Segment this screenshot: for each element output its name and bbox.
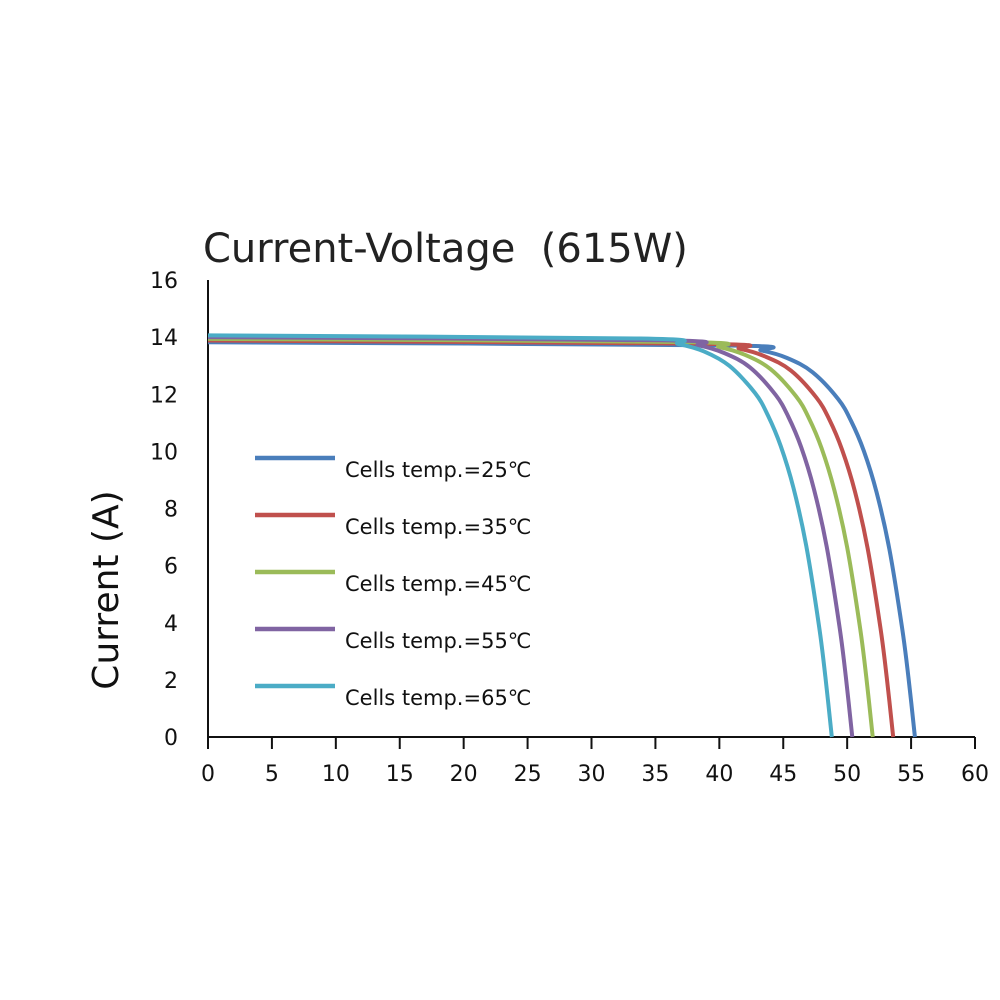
y-tick-label: 12 <box>150 383 178 408</box>
legend-label: Cells temp.=25℃ <box>345 458 531 482</box>
y-tick-label: 2 <box>164 669 178 694</box>
x-tick-label: 60 <box>961 762 989 787</box>
legend-label: Cells temp.=35℃ <box>345 515 531 539</box>
x-tick-label: 15 <box>386 762 414 787</box>
y-tick-label: 16 <box>150 269 178 294</box>
x-tick-label: 30 <box>578 762 606 787</box>
legend: Cells temp.=25℃ Cells temp.=35℃ Cells temp… <box>255 455 531 710</box>
x-tick-label: 20 <box>450 762 478 787</box>
x-tick-label: 25 <box>514 762 542 787</box>
axes: 0 5 10 15 20 25 30 35 40 45 50 55 60 0 2 4 6 8 10 12 14 16 <box>150 269 989 787</box>
x-tick-label: 35 <box>641 762 669 787</box>
series-line <box>207 340 917 738</box>
series-group <box>207 333 917 738</box>
series-line <box>207 338 896 738</box>
legend-label: Cells temp.=55℃ <box>345 629 531 653</box>
y-tick-label: 6 <box>164 555 178 580</box>
x-tick-label: 55 <box>897 762 925 787</box>
x-tick-label: 10 <box>322 762 350 787</box>
legend-label: Cells temp.=65℃ <box>345 686 531 710</box>
chart-title: Current-Voltage (615W) <box>203 226 688 272</box>
x-tick-label: 0 <box>201 762 215 787</box>
y-tick-label: 0 <box>164 726 178 751</box>
y-axis-label: Current (A) <box>86 490 127 689</box>
y-tick-label: 8 <box>164 498 178 523</box>
legend-label: Cells temp.=45℃ <box>345 572 531 596</box>
y-tick-label: 4 <box>164 612 178 637</box>
x-tick-label: 50 <box>833 762 861 787</box>
series-line <box>207 336 875 738</box>
y-tick-label: 14 <box>150 326 178 351</box>
x-tick-label: 5 <box>265 762 279 787</box>
y-tick-label: 10 <box>150 440 178 465</box>
x-tick-label: 45 <box>769 762 797 787</box>
x-tick-label: 40 <box>705 762 733 787</box>
series-line <box>207 333 834 738</box>
